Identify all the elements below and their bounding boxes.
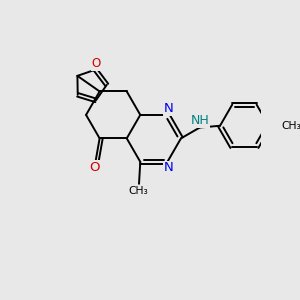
Text: O: O	[89, 161, 100, 174]
Text: CH₃: CH₃	[129, 186, 148, 196]
Text: CH₃: CH₃	[281, 121, 300, 131]
Text: NH: NH	[191, 114, 210, 127]
Text: N: N	[164, 103, 173, 116]
Text: O: O	[91, 58, 101, 70]
Text: N: N	[164, 161, 173, 174]
